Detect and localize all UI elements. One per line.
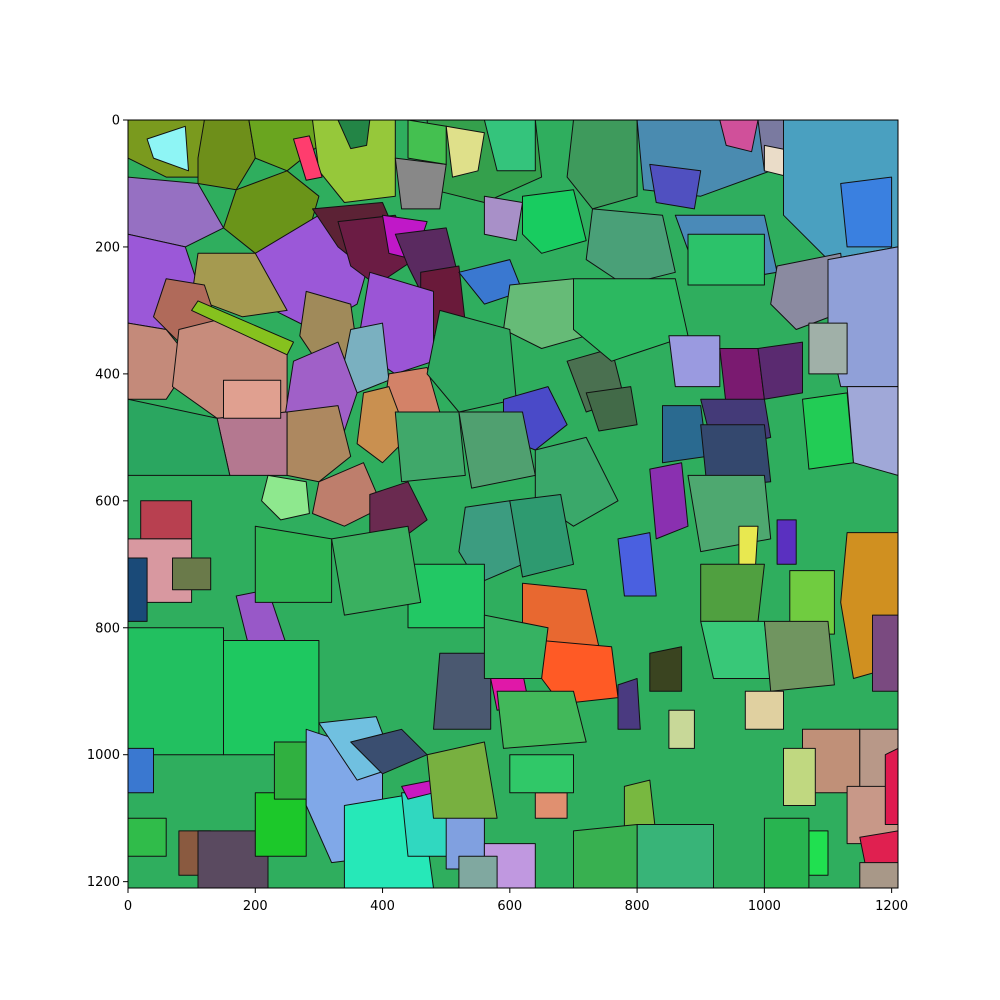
map-region-86 (872, 614, 898, 692)
map-region-96 (223, 640, 320, 756)
map-region-37 (483, 195, 523, 242)
x-tick-label: 800 (625, 899, 650, 914)
map-region-114 (636, 824, 714, 888)
x-axis: 0 200 400 600 800 1000 1200 (124, 888, 908, 914)
y-tick-label: 400 (95, 367, 120, 382)
map-region-129 (254, 525, 333, 603)
map-region-62 (719, 348, 765, 407)
map-region-6 (293, 135, 323, 181)
y-tick-label: 1200 (87, 875, 120, 890)
map-region-112 (534, 792, 568, 819)
map-region-83 (617, 678, 641, 730)
x-tick-label: 200 (243, 899, 268, 914)
x-tick-label: 400 (370, 899, 395, 914)
y-tick-label: 1000 (87, 748, 120, 763)
map-region-100 (197, 830, 269, 888)
map-region-125 (458, 855, 498, 888)
map-region-46 (458, 500, 523, 584)
map-region-74 (776, 519, 797, 565)
map-region-117 (783, 747, 816, 806)
map-region-15 (191, 300, 294, 356)
map-region-38 (522, 189, 587, 254)
map-region-8 (128, 176, 224, 248)
map-region-41 (426, 309, 517, 413)
map-region-128 (331, 525, 422, 616)
map-region-95 (128, 627, 224, 756)
map-region-5 (337, 120, 371, 150)
map-region-68 (802, 392, 854, 470)
map-region-53 (649, 163, 702, 210)
map-region-87 (744, 690, 784, 730)
map-region-80 (433, 652, 492, 730)
map-region-84 (700, 620, 772, 679)
map-region-124 (763, 817, 810, 888)
map-region-44 (585, 386, 638, 432)
plot-area (128, 120, 898, 888)
map-region-115 (573, 824, 638, 888)
map-regions (128, 120, 898, 888)
map-region-135 (128, 398, 231, 476)
map-region-123 (859, 862, 898, 888)
map-region-126 (509, 754, 574, 794)
map-region-65 (662, 405, 708, 464)
map-region-132 (483, 614, 549, 679)
map-region-69 (846, 386, 898, 476)
y-tick-label: 800 (95, 621, 120, 636)
x-tick-label: 600 (497, 899, 522, 914)
map-region-98 (128, 817, 167, 857)
map-region-47 (509, 494, 574, 578)
map-region-58 (573, 278, 689, 362)
map-region-61 (668, 335, 721, 388)
map-region-76 (700, 563, 765, 622)
map-region-93 (172, 557, 212, 591)
map-region-77 (789, 570, 835, 635)
y-tick-label: 600 (95, 494, 120, 509)
map-region-26 (356, 386, 409, 464)
map-region-34 (445, 125, 485, 178)
map-region-120 (859, 830, 898, 870)
map-region-133 (496, 690, 587, 749)
map-region-92 (128, 557, 148, 622)
x-tick-label: 0 (124, 899, 132, 914)
map-region-71 (617, 532, 657, 597)
plot-frame (127, 119, 899, 889)
map-region-40 (503, 278, 587, 349)
map-region-36 (407, 120, 447, 165)
map-region-1 (146, 125, 189, 172)
map-region-33 (483, 120, 536, 172)
map-region-85 (763, 620, 835, 692)
map-region-122 (808, 830, 829, 876)
map-region-97 (128, 747, 154, 794)
map-region-110 (426, 741, 498, 819)
map-region-90 (140, 500, 193, 540)
map-region-70 (649, 462, 689, 540)
y-tick-label: 200 (95, 240, 120, 255)
map-region-31 (261, 474, 310, 521)
map-region-72 (687, 474, 772, 553)
map-region-131 (458, 411, 536, 489)
map-region-82 (649, 646, 683, 692)
y-axis: 0 200 400 600 800 1000 1200 (87, 114, 128, 890)
y-tick-label: 0 (112, 114, 120, 129)
x-tick-label: 1000 (748, 899, 781, 914)
map-region-29 (312, 462, 383, 527)
map-region-48 (566, 120, 638, 210)
map-region-23 (343, 322, 390, 394)
map-region-28 (286, 405, 352, 483)
map-region-50 (719, 120, 759, 153)
map-region-55 (840, 176, 893, 248)
map-region-63 (757, 341, 803, 400)
map-region-134 (687, 233, 765, 286)
map-region-88 (668, 709, 695, 749)
map-region-64 (808, 322, 848, 375)
map-region-101 (254, 792, 307, 857)
map-region-67 (700, 424, 772, 489)
map-region-121 (884, 747, 898, 825)
map-region-89 (223, 379, 282, 419)
map-region-35 (394, 157, 447, 210)
x-tick-label: 1200 (875, 899, 908, 914)
map-region-30 (369, 481, 428, 540)
map-region-130 (394, 411, 466, 483)
